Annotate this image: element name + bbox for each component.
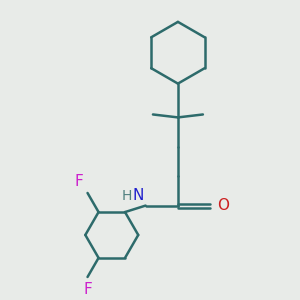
- Text: F: F: [83, 282, 92, 297]
- Text: N: N: [133, 188, 144, 203]
- Text: O: O: [217, 198, 229, 213]
- Text: H: H: [122, 189, 132, 203]
- Text: F: F: [74, 175, 83, 190]
